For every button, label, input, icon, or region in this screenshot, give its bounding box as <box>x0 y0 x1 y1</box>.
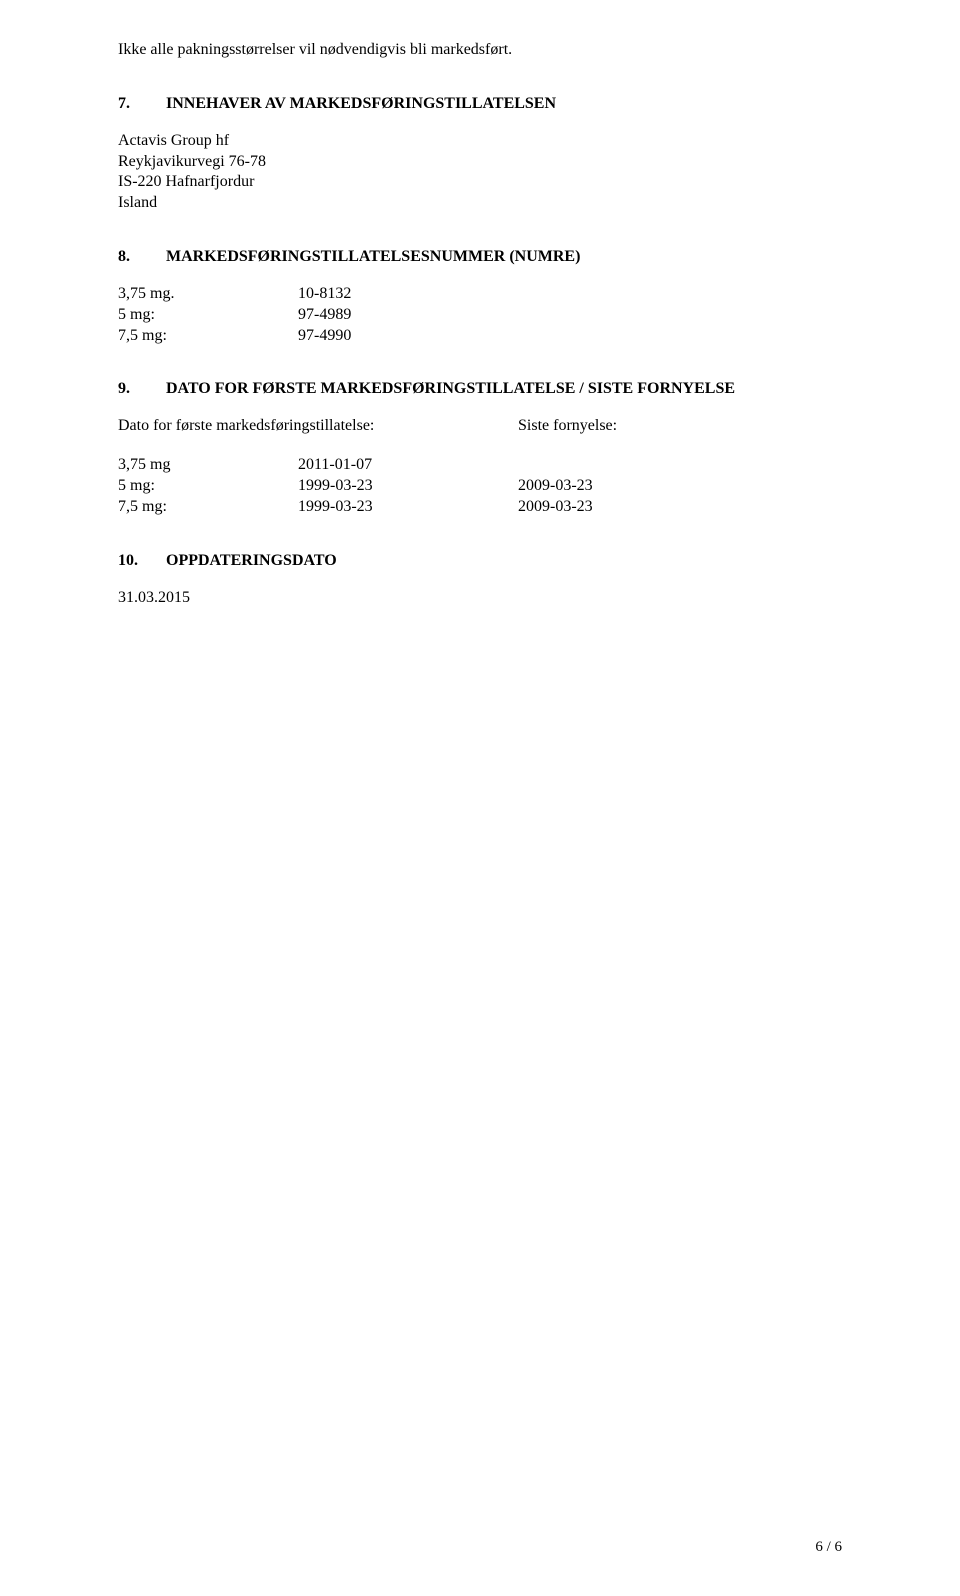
section-7-title: INNEHAVER AV MARKEDSFØRINGSTILLATELSEN <box>166 95 556 112</box>
date-row: 3,75 mg 2011-01-07 <box>118 455 842 476</box>
auth-number-row: 7,5 mg: 97-4990 <box>118 326 842 347</box>
section-7-number: 7. <box>118 95 166 113</box>
intro-text: Ikke alle pakningsstørrelser vil nødvend… <box>118 40 842 61</box>
auth-label: 5 mg: <box>118 305 298 326</box>
section-10-number: 10. <box>118 552 166 570</box>
date-row: 5 mg: 1999-03-23 2009-03-23 <box>118 476 842 497</box>
section-10-heading: 10.OPPDATERINGSDATO <box>118 552 842 570</box>
auth-value: 97-4989 <box>298 305 351 326</box>
auth-value: 97-4990 <box>298 326 351 347</box>
date-dose: 5 mg: <box>118 476 298 497</box>
date-first: 1999-03-23 <box>298 497 518 518</box>
section-9-heading: 9.DATO FOR FØRSTE MARKEDSFØRINGSTILLATEL… <box>118 380 842 398</box>
auth-label: 7,5 mg: <box>118 326 298 347</box>
document-page: Ikke alle pakningsstørrelser vil nødvend… <box>0 0 960 1596</box>
auth-number-row: 3,75 mg. 10-8132 <box>118 284 842 305</box>
holder-line-2: Reykjavikurvegi 76-78 <box>118 152 842 173</box>
section-8-heading: 8.MARKEDSFØRINGSTILLATELSESNUMMER (NUMRE… <box>118 248 842 266</box>
date-dose: 7,5 mg: <box>118 497 298 518</box>
holder-line-3: IS-220 Hafnarfjordur <box>118 172 842 193</box>
section-8-title: MARKEDSFØRINGSTILLATELSESNUMMER (NUMRE) <box>166 248 580 265</box>
section-9-title: DATO FOR FØRSTE MARKEDSFØRINGSTILLATELSE… <box>166 380 735 397</box>
date-subhead-left: Dato for første markedsføringstillatelse… <box>118 416 518 437</box>
date-first: 2011-01-07 <box>298 455 518 476</box>
date-dose: 3,75 mg <box>118 455 298 476</box>
holder-line-1: Actavis Group hf <box>118 131 842 152</box>
page-number: 6 / 6 <box>815 1539 842 1556</box>
section-8-number: 8. <box>118 248 166 266</box>
date-subheader-row: Dato for første markedsføringstillatelse… <box>118 416 842 437</box>
auth-number-row: 5 mg: 97-4989 <box>118 305 842 326</box>
holder-line-4: Island <box>118 193 842 214</box>
auth-value: 10-8132 <box>298 284 351 305</box>
date-renewal: 2009-03-23 <box>518 497 593 518</box>
date-first: 1999-03-23 <box>298 476 518 497</box>
update-date: 31.03.2015 <box>118 588 842 609</box>
section-7-heading: 7.INNEHAVER AV MARKEDSFØRINGSTILLATELSEN <box>118 95 842 113</box>
date-renewal: 2009-03-23 <box>518 476 593 497</box>
date-row: 7,5 mg: 1999-03-23 2009-03-23 <box>118 497 842 518</box>
date-subhead-right: Siste fornyelse: <box>518 416 617 437</box>
auth-label: 3,75 mg. <box>118 284 298 305</box>
section-9-number: 9. <box>118 380 166 398</box>
section-10-title: OPPDATERINGSDATO <box>166 552 337 569</box>
